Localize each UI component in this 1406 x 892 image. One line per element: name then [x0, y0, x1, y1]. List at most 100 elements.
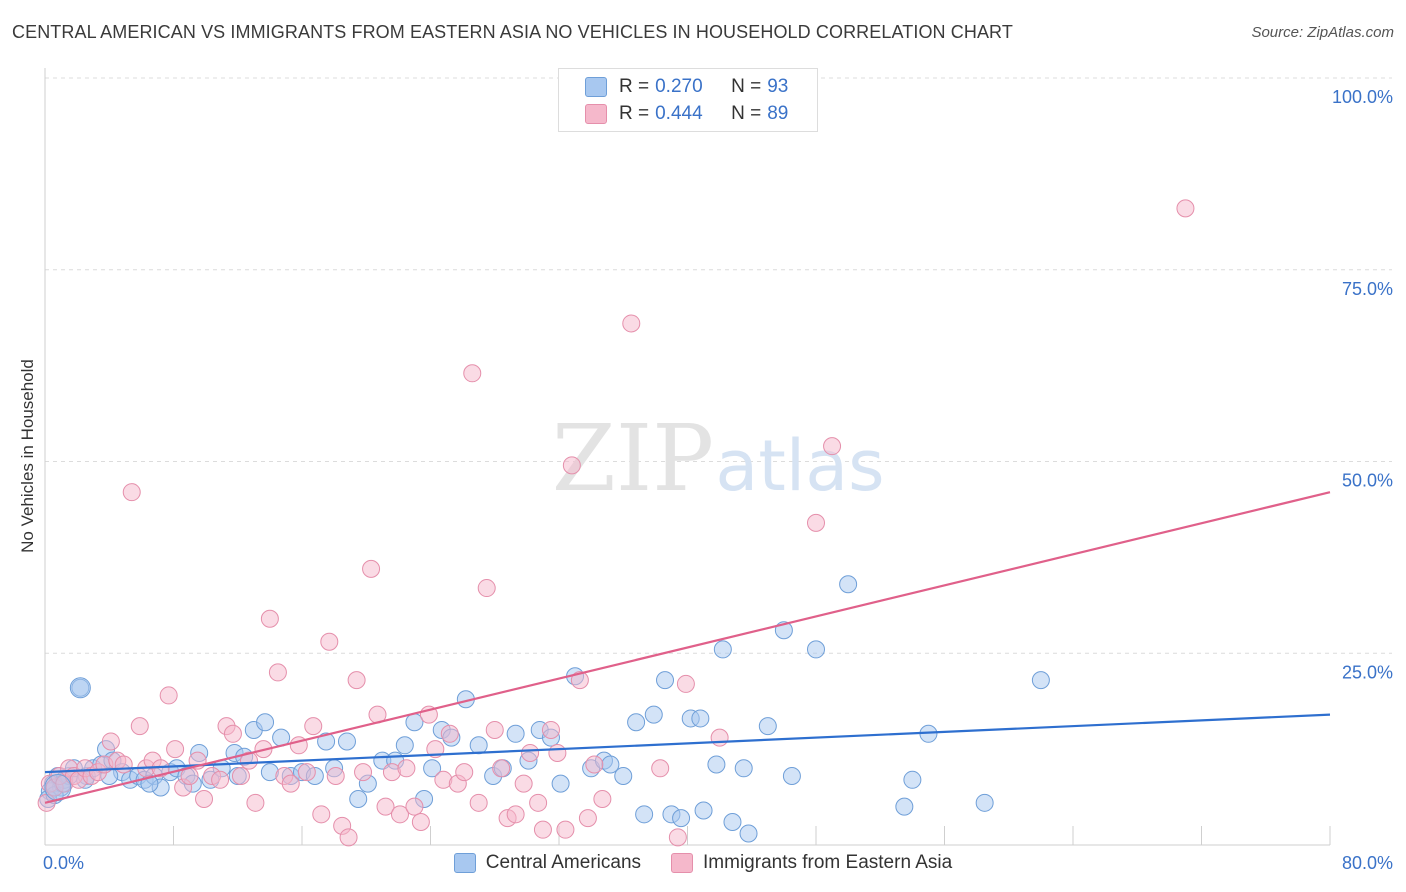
point-eastern-asia — [376, 797, 395, 816]
point-eastern-asia — [159, 686, 178, 705]
point-eastern-asia — [710, 728, 729, 747]
point-eastern-asia — [463, 364, 482, 383]
point-eastern-asia — [260, 609, 279, 628]
watermark-zip: ZIP — [552, 405, 714, 512]
point-eastern-asia — [223, 724, 242, 743]
point-central-american — [707, 755, 726, 774]
point-central-american — [975, 793, 994, 812]
point-eastern-asia — [362, 559, 381, 578]
n-label: N = — [731, 103, 762, 124]
point-eastern-asia — [211, 770, 230, 789]
y-tick-label: 75.0% — [1342, 279, 1393, 299]
point-eastern-asia — [585, 755, 604, 774]
point-eastern-asia — [676, 674, 695, 693]
point-eastern-asia — [492, 759, 511, 778]
point-eastern-asia — [622, 314, 641, 333]
legend-label: Immigrants from Eastern Asia — [703, 852, 953, 873]
point-central-american — [903, 770, 922, 789]
point-eastern-asia — [405, 797, 424, 816]
point-eastern-asia — [122, 483, 141, 502]
point-central-american — [1031, 671, 1050, 690]
point-eastern-asia — [593, 789, 612, 808]
legend-row-central-americans: R = 0.270 N = 93 — [559, 74, 788, 100]
watermark: ZIP atlas — [552, 405, 885, 512]
point-central-american — [672, 809, 691, 828]
legend-item-central-americans[interactable]: Central Americans — [453, 852, 642, 874]
point-eastern-asia — [281, 774, 300, 793]
trend-line-central-americans — [44, 713, 1331, 774]
point-eastern-asia — [823, 437, 842, 456]
point-eastern-asia — [556, 820, 575, 839]
point-central-american — [895, 797, 914, 816]
chart-source: Source: ZipAtlas.com — [1251, 24, 1394, 41]
series-legend: Central Americans Immigrants from Easter… — [0, 852, 1406, 874]
point-eastern-asia — [533, 820, 552, 839]
point-eastern-asia — [347, 671, 366, 690]
point-eastern-asia — [514, 774, 533, 793]
point-eastern-asia — [239, 751, 258, 770]
point-eastern-asia — [312, 805, 331, 824]
point-eastern-asia — [195, 789, 214, 808]
point-central-american — [317, 732, 336, 751]
point-eastern-asia — [130, 717, 149, 736]
point-central-american — [614, 766, 633, 785]
point-eastern-asia — [651, 759, 670, 778]
point-eastern-asia — [668, 828, 687, 847]
watermark-atlas: atlas — [715, 425, 884, 507]
point-central-american — [337, 732, 356, 751]
point-eastern-asia — [339, 828, 358, 847]
point-eastern-asia — [411, 812, 430, 831]
point-central-american — [782, 766, 801, 785]
trend-line-eastern-asia — [44, 491, 1331, 804]
point-eastern-asia — [541, 720, 560, 739]
point-central-american — [656, 671, 675, 690]
point-central-american — [713, 640, 732, 659]
point-eastern-asia — [166, 740, 185, 759]
r-value: 0.444 — [655, 103, 703, 124]
point-central-american — [349, 789, 368, 808]
point-eastern-asia — [326, 766, 345, 785]
point-central-american — [691, 709, 710, 728]
point-eastern-asia — [268, 663, 287, 682]
x-tick-label: 0.0% — [43, 853, 84, 873]
point-central-american — [506, 724, 525, 743]
point-central-american — [644, 705, 663, 724]
point-central-american — [635, 805, 654, 824]
legend-swatch-blue — [585, 77, 607, 97]
point-eastern-asia — [320, 632, 339, 651]
y-tick-label: 50.0% — [1342, 471, 1393, 491]
point-central-american — [423, 759, 442, 778]
axes — [44, 68, 1331, 846]
point-central-american — [256, 713, 275, 732]
point-eastern-asia — [390, 805, 409, 824]
point-eastern-asia — [231, 766, 250, 785]
tick-labels: 25.0% 50.0% 75.0% 100.0% 0.0% 80.0% — [43, 87, 1393, 873]
point-central-american — [739, 824, 758, 843]
r-value: 0.270 — [655, 76, 703, 97]
point-eastern-asia — [578, 809, 597, 828]
point-eastern-asia — [1176, 199, 1195, 218]
legend-label: Central Americans — [485, 852, 642, 873]
point-eastern-asia — [506, 805, 525, 824]
y-tick-label: 100.0% — [1332, 87, 1393, 107]
point-eastern-asia — [397, 759, 416, 778]
correlation-legend: R = 0.270 N = 93 R = 0.444 N = 89 — [558, 68, 818, 132]
point-eastern-asia — [469, 793, 488, 812]
point-eastern-asia — [297, 763, 316, 782]
point-eastern-asia — [440, 724, 459, 743]
grid-lines — [45, 77, 1392, 654]
point-central-american — [694, 801, 713, 820]
point-eastern-asia — [455, 763, 474, 782]
point-eastern-asia — [477, 579, 496, 598]
point-eastern-asia — [521, 743, 540, 762]
point-eastern-asia — [570, 671, 589, 690]
legend-item-eastern-asia[interactable]: Immigrants from Eastern Asia — [671, 852, 952, 874]
point-central-american — [758, 717, 777, 736]
point-central-american — [807, 640, 825, 659]
point-eastern-asia — [807, 513, 825, 532]
point-central-american — [839, 575, 858, 594]
point-central-american — [627, 713, 646, 732]
point-eastern-asia — [548, 743, 567, 762]
point-central-american — [69, 677, 91, 699]
